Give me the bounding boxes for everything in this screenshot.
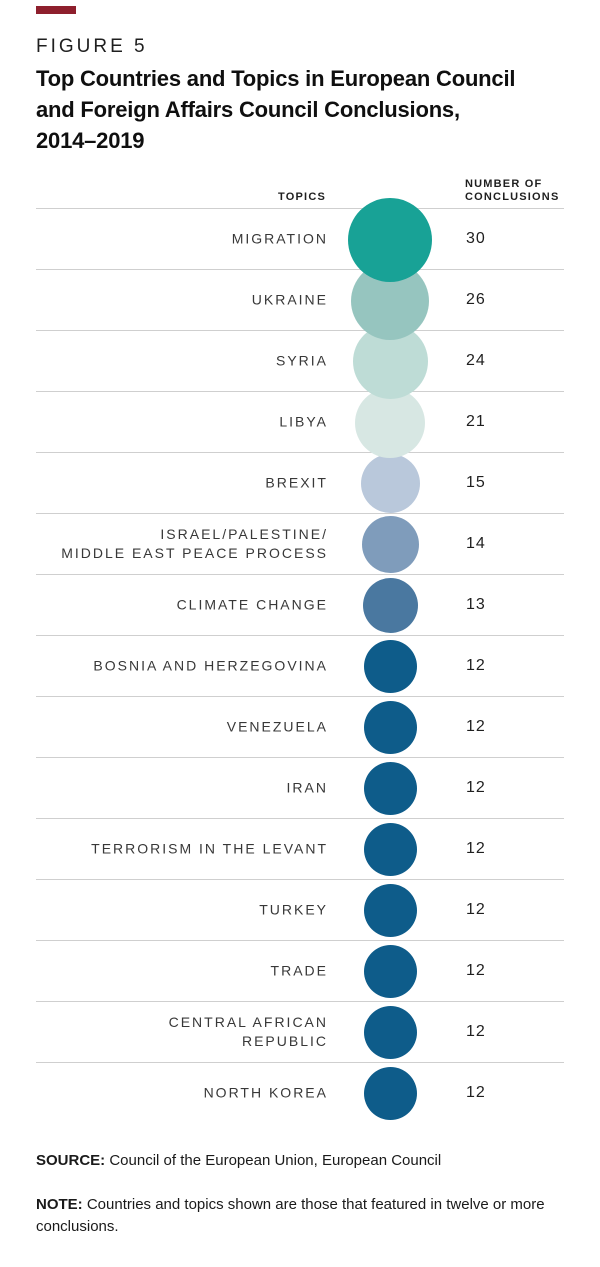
conclusions-count: 12 xyxy=(466,779,486,796)
table-row: BOSNIA AND HERZEGOVINA 12 xyxy=(36,635,564,696)
source-label: SOURCE: xyxy=(36,1152,106,1169)
table-row: CLIMATE CHANGE 13 xyxy=(36,574,564,635)
column-header-number-of-conclusions: NUMBER OF CONCLUSIONS xyxy=(465,178,560,203)
topic-label: VENEZUELA xyxy=(226,718,328,735)
conclusions-count: 14 xyxy=(466,535,486,552)
conclusions-count: 12 xyxy=(466,1084,486,1101)
figure-accent-bar xyxy=(36,6,76,14)
value-circle xyxy=(362,578,418,633)
topic-label: CENTRAL AFRICAN REPUBLIC xyxy=(168,1014,328,1049)
source-text: Council of the European Union, European … xyxy=(109,1152,442,1169)
topic-label: MIGRATION xyxy=(231,230,328,247)
conclusions-count: 12 xyxy=(466,718,486,735)
conclusions-count: 13 xyxy=(466,596,486,613)
topic-label: BREXIT xyxy=(265,474,328,491)
value-circle xyxy=(363,823,417,876)
table-row: IRAN 12 xyxy=(36,757,564,818)
note-label: NOTE: xyxy=(36,1196,83,1213)
topic-label: IRAN xyxy=(286,779,328,796)
table-row: VENEZUELA 12 xyxy=(36,696,564,757)
value-circle xyxy=(363,1006,417,1059)
topic-label: CLIMATE CHANGE xyxy=(176,596,328,613)
table-row: CENTRAL AFRICAN REPUBLIC 12 xyxy=(36,1001,564,1062)
conclusions-count: 12 xyxy=(466,840,486,857)
conclusions-count: 24 xyxy=(466,352,486,369)
table-row: NORTH KOREA 12 xyxy=(36,1062,564,1123)
column-header-topics: TOPICS xyxy=(278,191,326,203)
conclusions-count: 12 xyxy=(466,962,486,979)
topic-label: ISRAEL/PALESTINE/ MIDDLE EAST PEACE PROC… xyxy=(61,526,328,561)
conclusions-count: 30 xyxy=(466,230,486,247)
topic-label: BOSNIA AND HERZEGOVINA xyxy=(93,657,328,674)
figure-label: FIGURE 5 xyxy=(36,36,148,57)
source-line: SOURCE: Council of the European Union, E… xyxy=(36,1150,584,1172)
value-circle xyxy=(363,1067,417,1120)
value-circle xyxy=(361,516,419,573)
note-line: NOTE: Countries and topics shown are tho… xyxy=(36,1194,584,1238)
table-row: SYRIA 24 xyxy=(36,324,564,399)
value-circle xyxy=(363,762,417,815)
value-circle xyxy=(363,884,417,937)
conclusions-count: 12 xyxy=(466,1023,486,1040)
topic-label: TRADE xyxy=(270,962,328,979)
table-row: BREXIT 15 xyxy=(36,452,564,513)
figure-title: Top Countries and Topics in European Cou… xyxy=(36,66,516,153)
topic-label: TERRORISM IN THE LEVANT xyxy=(91,840,328,857)
value-circle xyxy=(363,640,417,693)
conclusions-count: 15 xyxy=(466,474,486,491)
topic-label: TURKEY xyxy=(259,901,328,918)
conclusions-count: 12 xyxy=(466,657,486,674)
topic-label: LIBYA xyxy=(279,413,328,430)
table-row: MIGRATION 30 xyxy=(36,197,564,282)
table-row: TRADE 12 xyxy=(36,940,564,1001)
topic-label: UKRAINE xyxy=(251,291,328,308)
topic-label: SYRIA xyxy=(275,352,328,369)
conclusions-count: 21 xyxy=(466,413,486,430)
topic-label: NORTH KOREA xyxy=(203,1084,328,1101)
value-circle xyxy=(355,387,425,458)
note-text: Countries and topics shown are those tha… xyxy=(36,1196,545,1235)
table-row: LIBYA 21 xyxy=(36,387,564,458)
table-row: TERRORISM IN THE LEVANT 12 xyxy=(36,818,564,879)
rows: MIGRATION 30 UKRAINE 26 SYRIA 24 LIBYA 2… xyxy=(36,197,564,1123)
value-circle xyxy=(363,701,417,754)
value-circle xyxy=(360,454,420,513)
conclusions-count: 26 xyxy=(466,291,486,308)
conclusions-count: 12 xyxy=(466,901,486,918)
table-row: ISRAEL/PALESTINE/ MIDDLE EAST PEACE PROC… xyxy=(36,513,564,574)
table-row: TURKEY 12 xyxy=(36,879,564,940)
value-circle xyxy=(348,197,432,282)
value-circle xyxy=(363,945,417,998)
table-row: UKRAINE 26 xyxy=(36,261,564,340)
